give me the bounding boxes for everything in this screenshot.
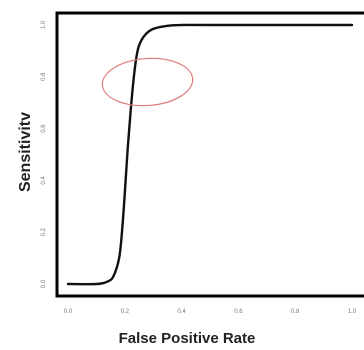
x-tick-label: 0.2 xyxy=(121,309,130,315)
plot-frame xyxy=(55,11,364,298)
x-tick-labels: 0.0 0.2 0.4 0.6 0.8 1.0 xyxy=(64,309,357,315)
roc-curve xyxy=(66,23,354,286)
annotation-ellipse xyxy=(101,57,194,107)
y-tick-label: 0.4 xyxy=(41,176,47,185)
y-tick-label: 1.0 xyxy=(41,20,47,29)
x-tick-label: 0.0 xyxy=(64,309,73,315)
y-tick-labels: 0.0 0.2 0.4 0.6 0.8 1.0 xyxy=(41,20,47,288)
y-tick-label: 0.0 xyxy=(41,279,47,288)
y-tick-label: 0.2 xyxy=(41,227,47,236)
x-tick-label: 0.8 xyxy=(291,309,300,315)
x-axis-title: False Positive Rate xyxy=(119,330,256,347)
y-axis-title: Sensitivitv xyxy=(17,112,34,192)
y-tick-label: 0.8 xyxy=(41,72,47,81)
x-tick-label: 1.0 xyxy=(348,309,357,315)
x-tick-label: 0.6 xyxy=(234,309,243,315)
y-tick-label: 0.6 xyxy=(41,124,47,133)
x-tick-label: 0.4 xyxy=(177,309,186,315)
